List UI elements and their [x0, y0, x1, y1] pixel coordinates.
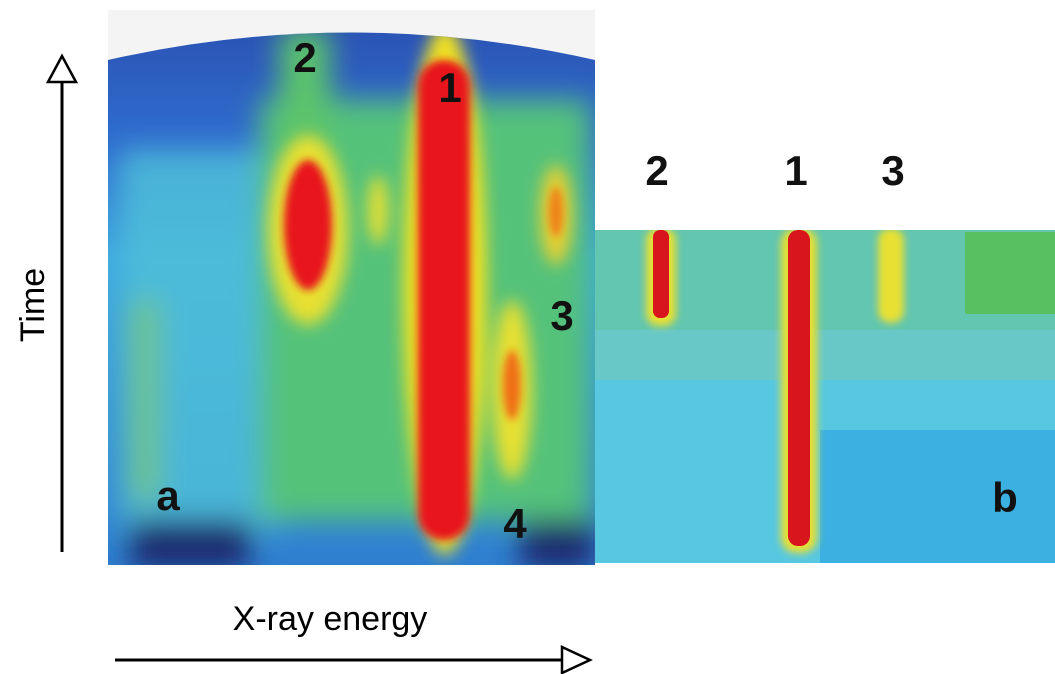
time-arrow — [45, 53, 79, 552]
peak-label: 1 — [438, 64, 461, 111]
panel-b-band — [595, 330, 1055, 380]
peak-label: 1 — [784, 147, 807, 194]
peak-label: 4 — [503, 500, 527, 547]
y-axis-label: Time — [14, 268, 52, 342]
panel-label: b — [992, 474, 1018, 521]
peak-label: 2 — [645, 147, 668, 194]
peak-bar — [788, 230, 810, 546]
panel-label: a — [156, 472, 180, 519]
peak-label: 3 — [881, 147, 904, 194]
panel-b-band — [820, 430, 1055, 563]
peak-bar — [653, 230, 669, 318]
panel-b — [595, 230, 1055, 563]
energy-arrow — [115, 645, 593, 674]
panel-a: 2 1 3 4 a — [108, 10, 595, 565]
peak-label: 3 — [550, 292, 573, 339]
panel-b-block — [965, 232, 1055, 314]
x-axis-label: X-ray energy — [233, 600, 428, 638]
peak-label: 2 — [293, 34, 316, 81]
